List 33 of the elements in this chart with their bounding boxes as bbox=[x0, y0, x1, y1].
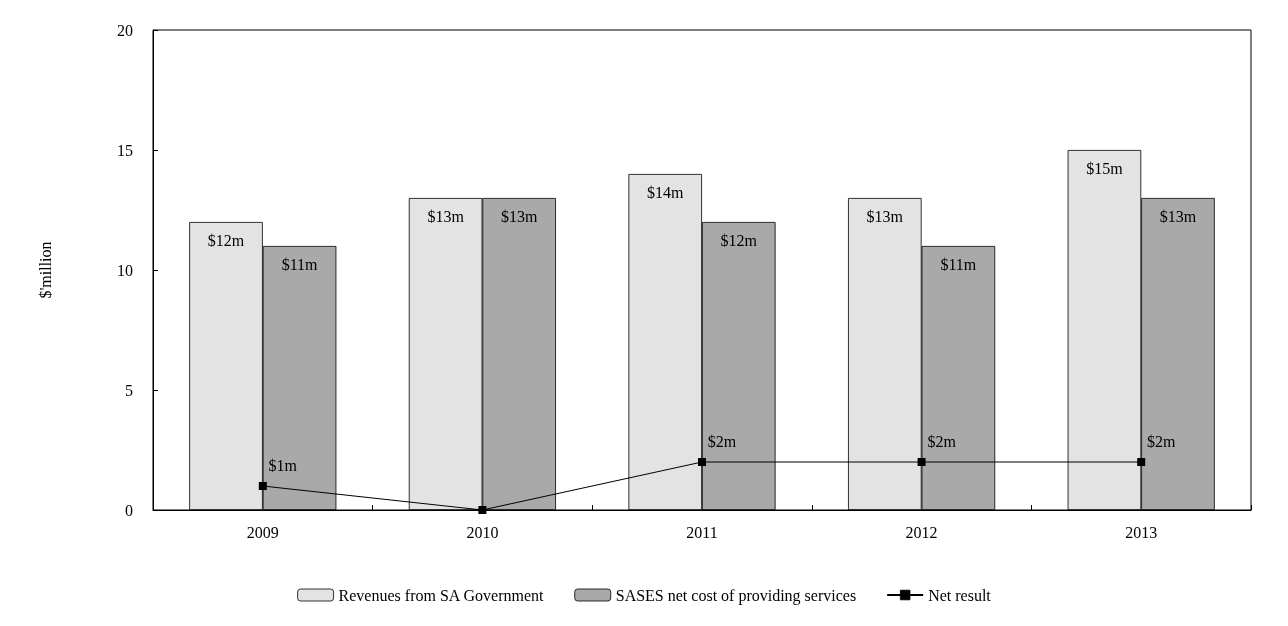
data-label: $13m bbox=[500, 207, 538, 225]
data-label: $12m bbox=[720, 231, 758, 249]
x-tick-label: 2010 bbox=[466, 523, 499, 541]
data-label: $15m bbox=[1086, 159, 1124, 177]
point bbox=[1137, 458, 1146, 466]
data-label: $1m bbox=[268, 456, 298, 474]
point bbox=[258, 482, 267, 490]
legend-label: Revenues from SA Government bbox=[338, 586, 544, 604]
data-label: $13m bbox=[1159, 207, 1197, 225]
y-axis-title: $'million bbox=[36, 241, 54, 299]
y-tick-label: 20 bbox=[117, 21, 133, 39]
x-tick-label: 2009 bbox=[246, 523, 279, 541]
legend-label: SASES net cost of providing services bbox=[615, 586, 857, 605]
point bbox=[917, 458, 926, 466]
data-label: $2m bbox=[707, 432, 737, 450]
x-tick-label: 2013 bbox=[1125, 523, 1158, 541]
y-tick-label: 0 bbox=[125, 501, 133, 519]
point bbox=[698, 458, 706, 466]
data-label: $11m bbox=[940, 255, 977, 273]
y-tick-label: 5 bbox=[125, 381, 133, 399]
data-label: $14m bbox=[646, 183, 684, 201]
legend-label: Net result bbox=[928, 586, 992, 604]
point bbox=[478, 506, 487, 514]
data-label: $13m bbox=[866, 207, 904, 225]
x-tick-label: 2011 bbox=[686, 523, 718, 541]
y-tick-label: 15 bbox=[117, 141, 133, 159]
data-label: $2m bbox=[927, 432, 957, 450]
x-tick-label: 2012 bbox=[905, 523, 938, 541]
data-label: $2m bbox=[1146, 432, 1176, 450]
data-label: $12m bbox=[207, 231, 245, 249]
data-label: $11m bbox=[281, 255, 319, 273]
y-tick-label: 10 bbox=[117, 261, 133, 279]
data-label: $13m bbox=[427, 207, 465, 225]
